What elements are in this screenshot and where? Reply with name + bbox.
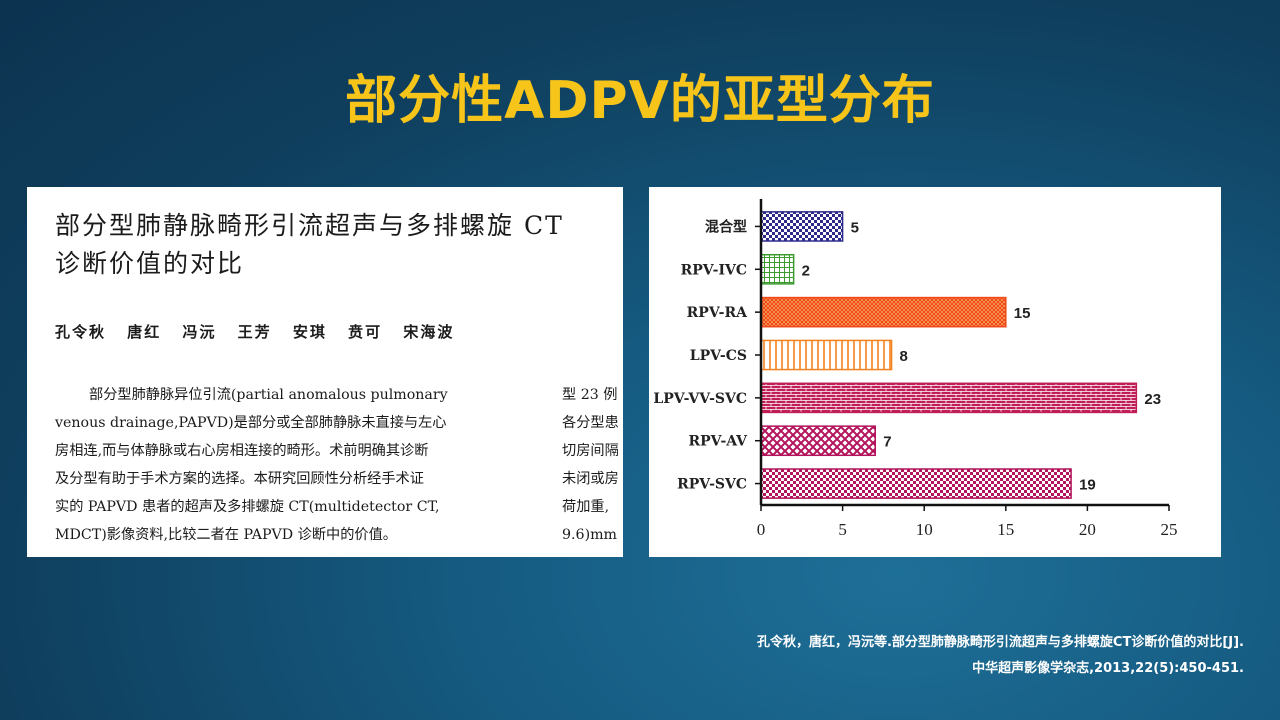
chart-svg: 混合型 5 RPV-IVC 2 RPV-RA 15 LPV-CS 8 LPV-VV-SVC 23 R… <box>653 199 1178 539</box>
citation-line: 孔令秋，唐红，冯沅等.部分型肺静脉畸形引流超声与多排螺旋CT诊断价值的对比[J]… <box>756 635 1244 650</box>
bar-RPV-IVC <box>760 253 795 285</box>
category-label: RPV-RA <box>687 305 748 321</box>
paper-abstract: 部分型肺静脉异位引流(partial anomalous pulmonary v… <box>55 381 545 549</box>
paper-title-line: 部分型肺静脉畸形引流超声与多排螺旋 CT <box>55 211 564 240</box>
paper-right-column: 型 23 例 各分型患 切房间隔 未闭或房 荷加重, 9.6)mm <box>562 381 623 549</box>
right-col-line: 未闭或房 <box>562 471 619 487</box>
category-label: RPV-SVC <box>677 477 747 493</box>
abstract-line: 及分型有助于手术方案的选择。本研究回顾性分析经手术证 <box>55 471 424 487</box>
value-label: 5 <box>851 219 859 236</box>
category-label: LPV-VV-SVC <box>653 391 747 407</box>
bar-混合型 <box>760 211 844 242</box>
value-label: 8 <box>900 348 908 365</box>
bar-LPV-CS <box>760 339 893 371</box>
subtype-bar-chart: 混合型 5 RPV-IVC 2 RPV-RA 15 LPV-CS 8 LPV-VV-SVC 23 R… <box>649 187 1221 557</box>
value-label: 7 <box>883 434 891 451</box>
paper-excerpt: 部分型肺静脉畸形引流超声与多排螺旋 CT 诊断价值的对比 孔令秋 唐红 冯沅 王… <box>27 187 623 557</box>
value-label: 23 <box>1144 391 1161 408</box>
bar-RPV-RA <box>760 296 1007 328</box>
bar-RPV-SVC <box>760 468 1072 499</box>
right-col-line: 各分型患 <box>562 415 619 431</box>
value-label: 15 <box>1014 305 1031 322</box>
right-col-line: 型 23 例 <box>562 387 618 403</box>
category-label: LPV-CS <box>690 348 747 364</box>
abstract-line: venous drainage,PAPVD)是部分或全部肺静脉未直接与左心 <box>55 415 447 431</box>
x-tick-label: 0 <box>757 520 766 539</box>
category-label: 混合型 <box>705 218 747 235</box>
x-tick-label: 15 <box>997 520 1014 539</box>
right-col-line: 切房间隔 <box>562 443 619 459</box>
citation: 孔令秋，唐红，冯沅等.部分型肺静脉畸形引流超声与多排螺旋CT诊断价值的对比[J]… <box>757 630 1244 682</box>
value-label: 19 <box>1079 477 1096 494</box>
category-label: RPV-IVC <box>681 262 747 278</box>
paper-title: 部分型肺静脉畸形引流超声与多排螺旋 CT 诊断价值的对比 <box>55 207 623 283</box>
value-label: 2 <box>802 262 810 279</box>
abstract-line: 实的 PAPVD 患者的超声及多排螺旋 CT(multidetector CT, <box>55 499 440 515</box>
citation-line: 中华超声影像学杂志,2013,22(5):450-451. <box>972 661 1244 676</box>
bar-LPV-VV-SVC <box>760 382 1138 414</box>
paper-authors: 孔令秋 唐红 冯沅 王芳 安琪 贲可 宋海波 <box>55 323 455 341</box>
x-tick-label: 20 <box>1079 520 1096 539</box>
abstract-line: 部分型肺静脉异位引流(partial anomalous pulmonary <box>89 387 448 403</box>
x-tick-label: 25 <box>1161 520 1178 539</box>
right-col-line: 9.6)mm <box>562 527 618 543</box>
abstract-line: 房相连,而与体静脉或右心房相连接的畸形。术前明确其诊断 <box>55 443 429 459</box>
right-col-line: 荷加重, <box>562 499 610 515</box>
abstract-line: MDCT)影像资料,比较二者在 PAPVD 诊断中的价值。 <box>55 527 397 543</box>
bar-RPV-AV <box>760 425 876 457</box>
category-label: RPV-AV <box>688 434 748 450</box>
slide-title: 部分性ADPV的亚型分布 <box>345 71 935 131</box>
x-tick-label: 5 <box>838 520 847 539</box>
paper-title-line: 诊断价值的对比 <box>55 249 245 278</box>
x-tick-label: 10 <box>916 520 933 539</box>
